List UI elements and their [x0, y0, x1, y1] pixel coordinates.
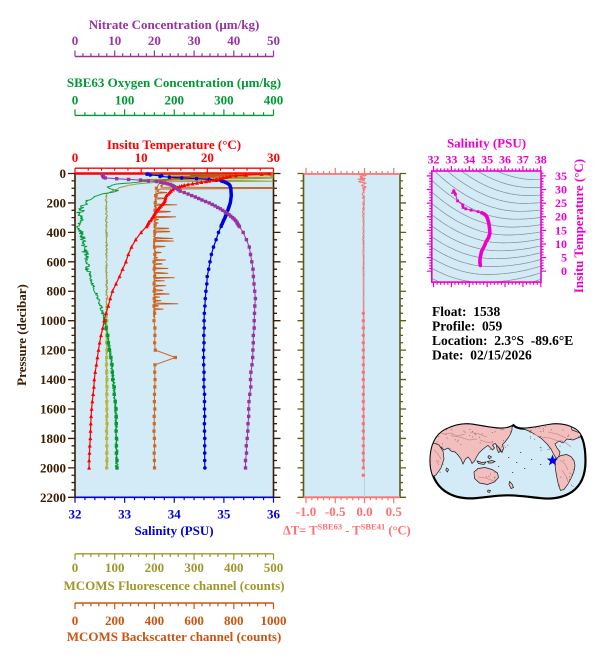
svg-text:33: 33: [118, 507, 132, 522]
svg-text:Pressure (decibar): Pressure (decibar): [14, 284, 29, 386]
svg-text:-1.0: -1.0: [296, 504, 317, 519]
svg-text:38: 38: [535, 153, 547, 167]
svg-text:36: 36: [499, 153, 511, 167]
svg-text:10: 10: [555, 237, 567, 251]
svg-text:1200: 1200: [40, 343, 66, 358]
svg-text:200: 200: [165, 93, 185, 108]
svg-text:100: 100: [115, 93, 135, 108]
svg-text:10: 10: [108, 33, 121, 48]
svg-text:MCOMS Backscatter channel (cou: MCOMS Backscatter channel (counts): [67, 629, 282, 644]
svg-text:-0.5: -0.5: [325, 504, 346, 519]
svg-text:40: 40: [227, 33, 240, 48]
svg-text:Date: 02/15/2026: Date: 02/15/2026: [432, 348, 532, 363]
svg-text:2000: 2000: [40, 460, 66, 475]
svg-text:300: 300: [214, 93, 234, 108]
svg-text:400: 400: [264, 93, 284, 108]
svg-text:0: 0: [60, 166, 67, 181]
svg-text:400: 400: [145, 613, 165, 628]
svg-text:0: 0: [72, 150, 79, 165]
svg-text:10: 10: [135, 150, 148, 165]
svg-text:1800: 1800: [40, 431, 66, 446]
svg-text:0: 0: [72, 613, 79, 628]
svg-text:34: 34: [463, 153, 475, 167]
svg-text:Float: 1538: Float: 1538: [432, 304, 500, 319]
svg-text:37: 37: [517, 153, 529, 167]
svg-text:0: 0: [72, 33, 79, 48]
svg-text:2200: 2200: [40, 490, 66, 505]
svg-text:200: 200: [47, 195, 67, 210]
svg-text:Insitu Temperature (°C): Insitu Temperature (°C): [107, 137, 241, 152]
svg-text:ΔT= TSBE63 - TSBE41 (°C): ΔT= TSBE63 - TSBE41 (°C): [283, 522, 411, 538]
svg-text:50: 50: [267, 33, 280, 48]
svg-text:Insitu Temperature (°C): Insitu Temperature (°C): [571, 159, 586, 293]
svg-text:1000: 1000: [261, 613, 287, 628]
svg-text:SBE63 Oxygen Concentration (μm: SBE63 Oxygen Concentration (μm/kg): [67, 75, 281, 90]
svg-text:0: 0: [72, 560, 79, 575]
svg-text:200: 200: [145, 560, 165, 575]
svg-text:0.5: 0.5: [386, 504, 403, 519]
svg-text:30: 30: [555, 183, 567, 197]
svg-text:30: 30: [267, 150, 280, 165]
svg-text:35: 35: [555, 169, 567, 183]
svg-text:34: 34: [168, 507, 182, 522]
svg-text:30: 30: [188, 33, 201, 48]
svg-text:200: 200: [105, 613, 125, 628]
svg-text:1600: 1600: [40, 401, 66, 416]
svg-text:600: 600: [47, 254, 67, 269]
svg-text:400: 400: [47, 225, 67, 240]
svg-text:0.0: 0.0: [356, 504, 372, 519]
svg-text:20: 20: [555, 210, 567, 224]
svg-text:400: 400: [224, 560, 244, 575]
svg-text:Salinity (PSU): Salinity (PSU): [447, 136, 526, 151]
svg-text:1400: 1400: [40, 372, 66, 387]
svg-text:Salinity (PSU): Salinity (PSU): [134, 523, 213, 538]
svg-text:600: 600: [184, 613, 204, 628]
svg-text:32: 32: [69, 507, 82, 522]
svg-text:Profile: 059: Profile: 059: [432, 319, 502, 334]
svg-text:0: 0: [72, 93, 79, 108]
svg-text:800: 800: [47, 284, 67, 299]
svg-text:32: 32: [428, 153, 440, 167]
svg-text:33: 33: [445, 153, 457, 167]
svg-text:0: 0: [561, 264, 567, 278]
svg-text:500: 500: [264, 560, 284, 575]
svg-text:100: 100: [105, 560, 125, 575]
svg-text:Location: 2.3°S -89.6°E: Location: 2.3°S -89.6°E: [432, 333, 573, 348]
svg-text:35: 35: [481, 153, 493, 167]
svg-text:20: 20: [201, 150, 214, 165]
svg-text:20: 20: [148, 33, 161, 48]
svg-text:300: 300: [184, 560, 204, 575]
svg-text:1000: 1000: [40, 313, 66, 328]
svg-text:36: 36: [267, 507, 281, 522]
svg-text:MCOMS Fluorescence channel (co: MCOMS Fluorescence channel (counts): [63, 578, 284, 593]
svg-text:35: 35: [217, 507, 231, 522]
svg-text:15: 15: [555, 223, 567, 237]
svg-text:Nitrate Concentration (μm/kg): Nitrate Concentration (μm/kg): [89, 17, 260, 32]
svg-text:5: 5: [561, 251, 567, 265]
svg-text:800: 800: [224, 613, 244, 628]
svg-text:25: 25: [555, 196, 567, 210]
